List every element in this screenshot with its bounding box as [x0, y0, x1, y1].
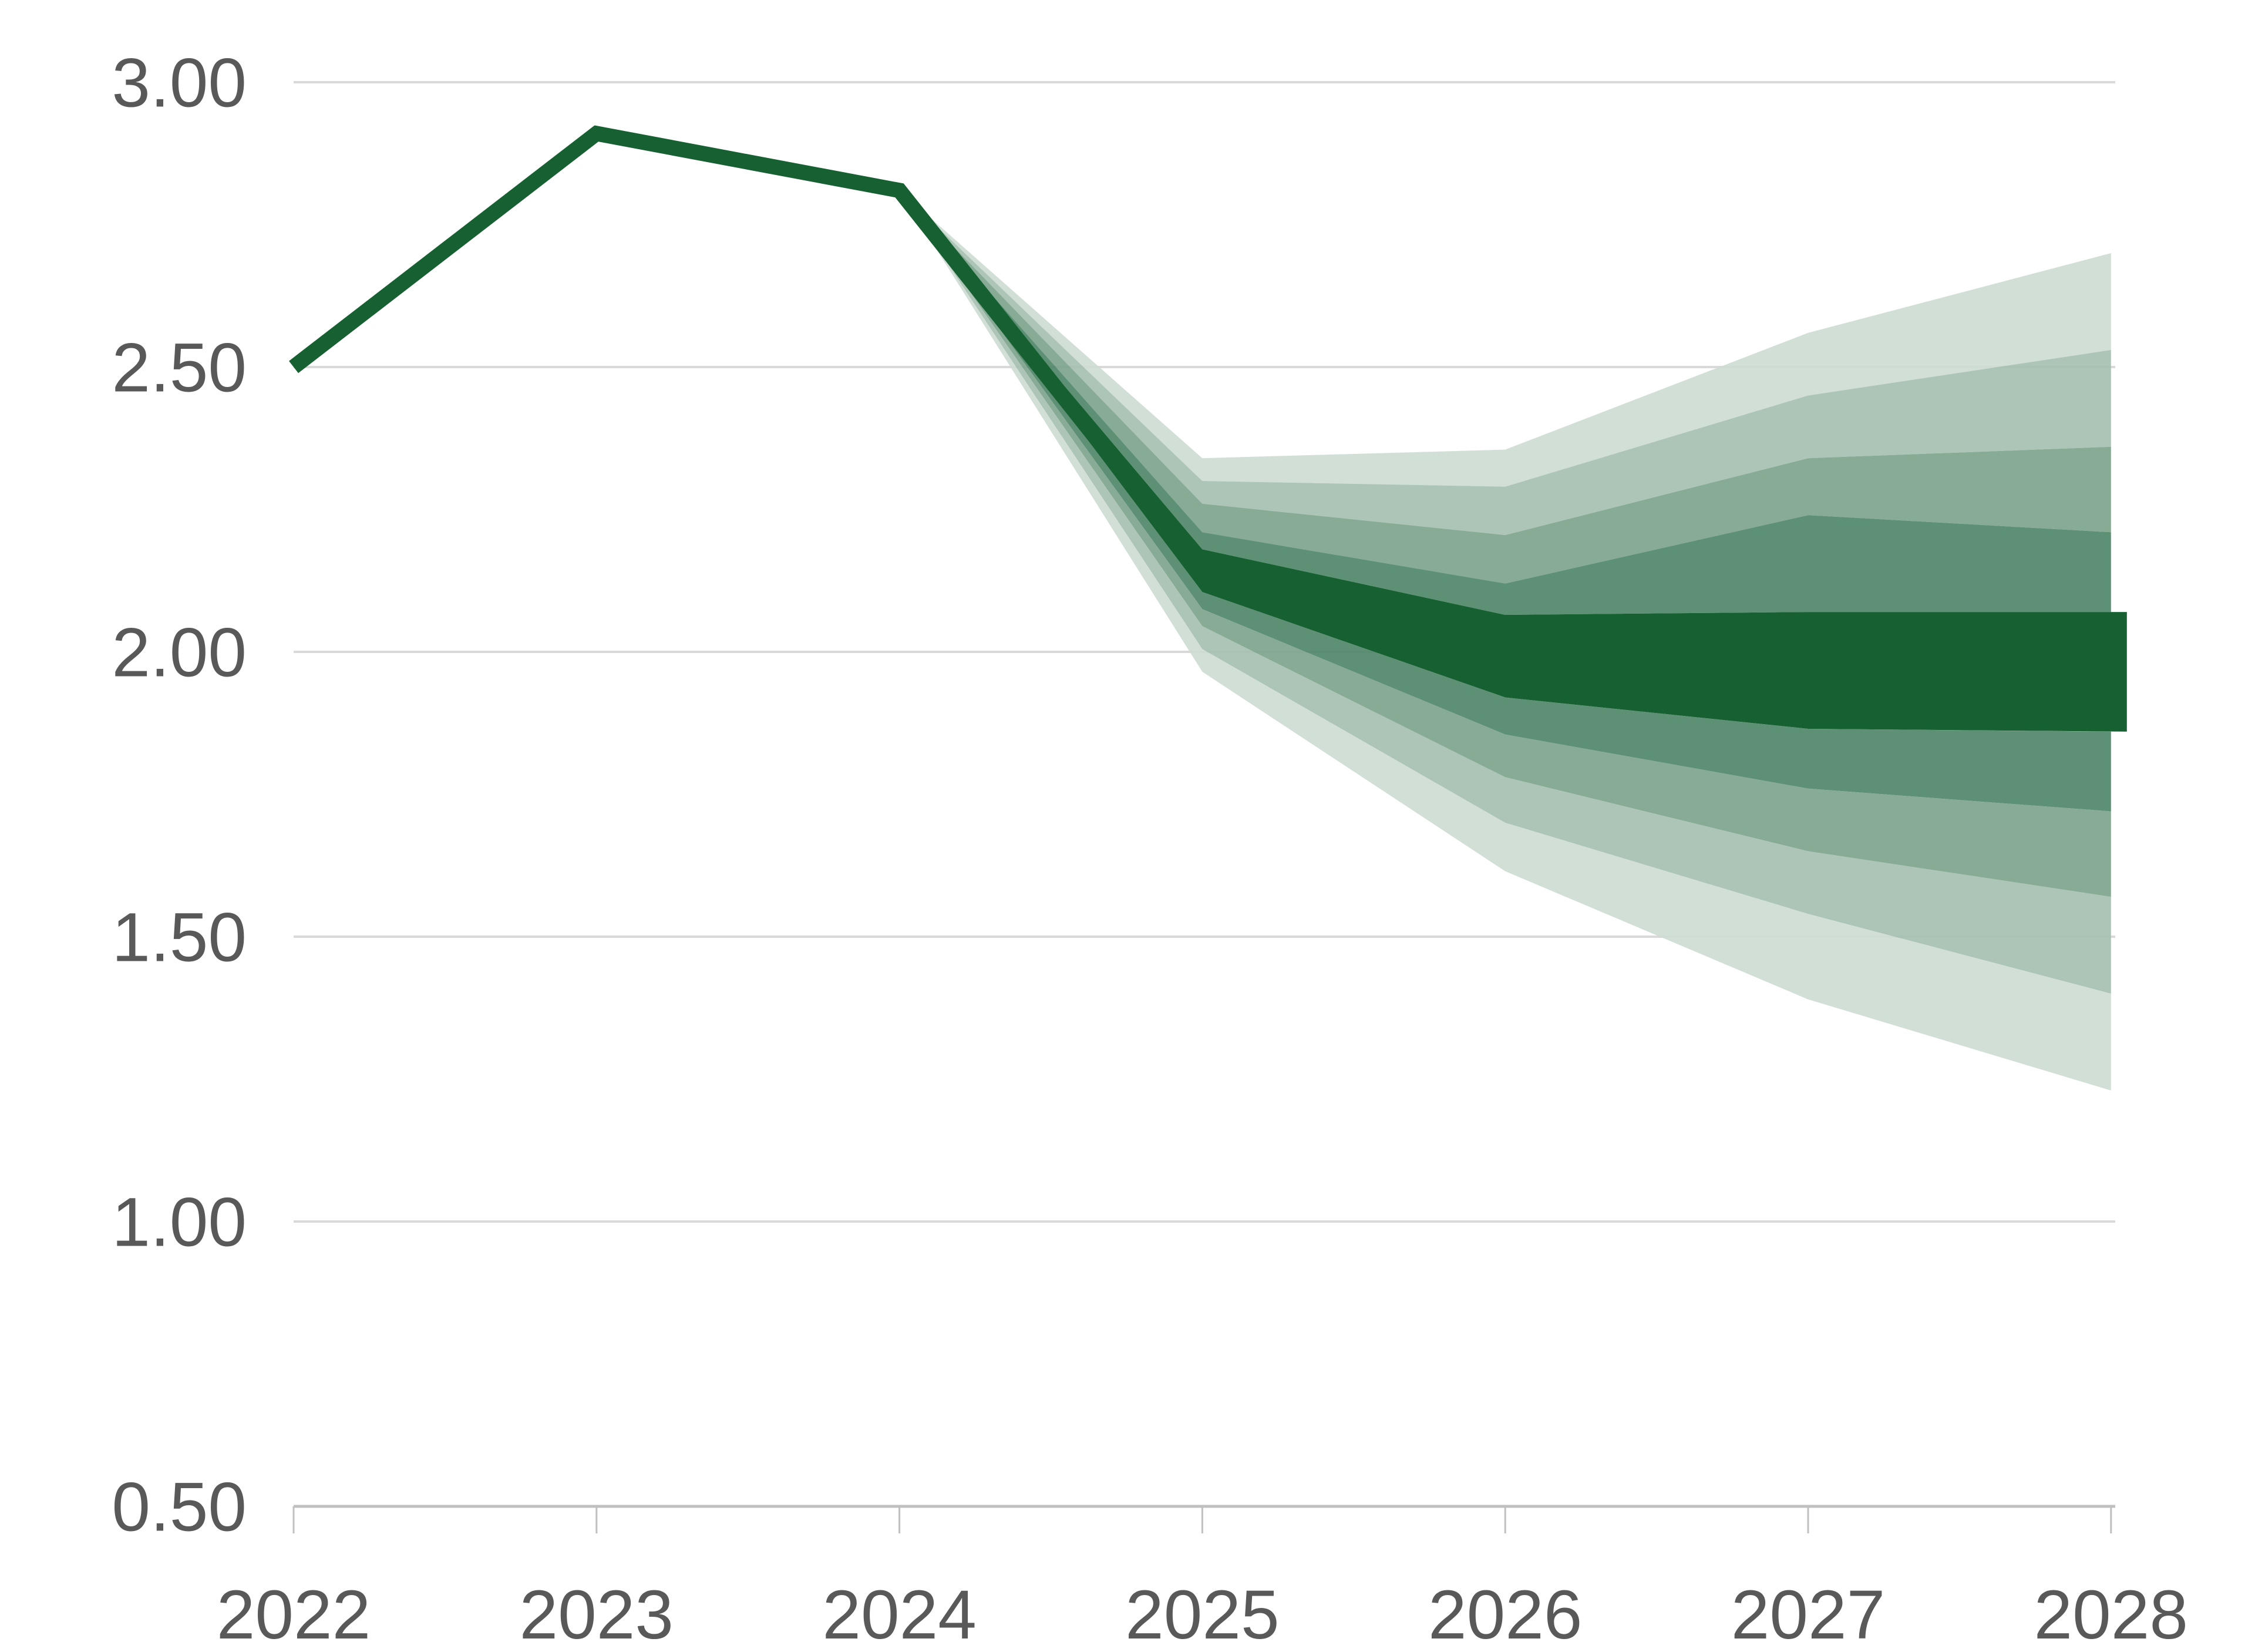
y-axis-label: 1.50: [112, 899, 247, 976]
fan-confidence-band: [899, 190, 2111, 615]
x-axis-label: 2026: [1428, 1576, 1583, 1652]
x-axis-label: 2025: [1125, 1576, 1280, 1652]
fan-confidence-band: [899, 190, 2111, 897]
x-axis-label: 2023: [520, 1576, 674, 1652]
fan-confidence-band: [899, 190, 2111, 1091]
fan-confidence-band: [899, 190, 2111, 584]
fan-central-band: [899, 190, 2127, 732]
fan-confidence-band: [899, 190, 2111, 994]
fan-confidence-band: [899, 190, 2111, 812]
y-axis-label: 1.00: [112, 1183, 247, 1261]
x-axis-label: 2024: [822, 1576, 977, 1652]
x-axis-label: 2028: [2034, 1576, 2189, 1652]
y-axis-label: 0.50: [112, 1468, 247, 1546]
fan-confidence-band: [899, 190, 2111, 487]
x-axis-label: 2022: [217, 1576, 371, 1652]
central-estimate-line: [289, 125, 1209, 577]
y-axis-label: 3.00: [112, 44, 247, 122]
y-axis-label: 2.00: [112, 614, 247, 691]
x-axis-label: 2027: [1731, 1576, 1886, 1652]
fan-confidence-band: [899, 190, 2111, 536]
y-axis-label: 2.50: [112, 329, 247, 406]
